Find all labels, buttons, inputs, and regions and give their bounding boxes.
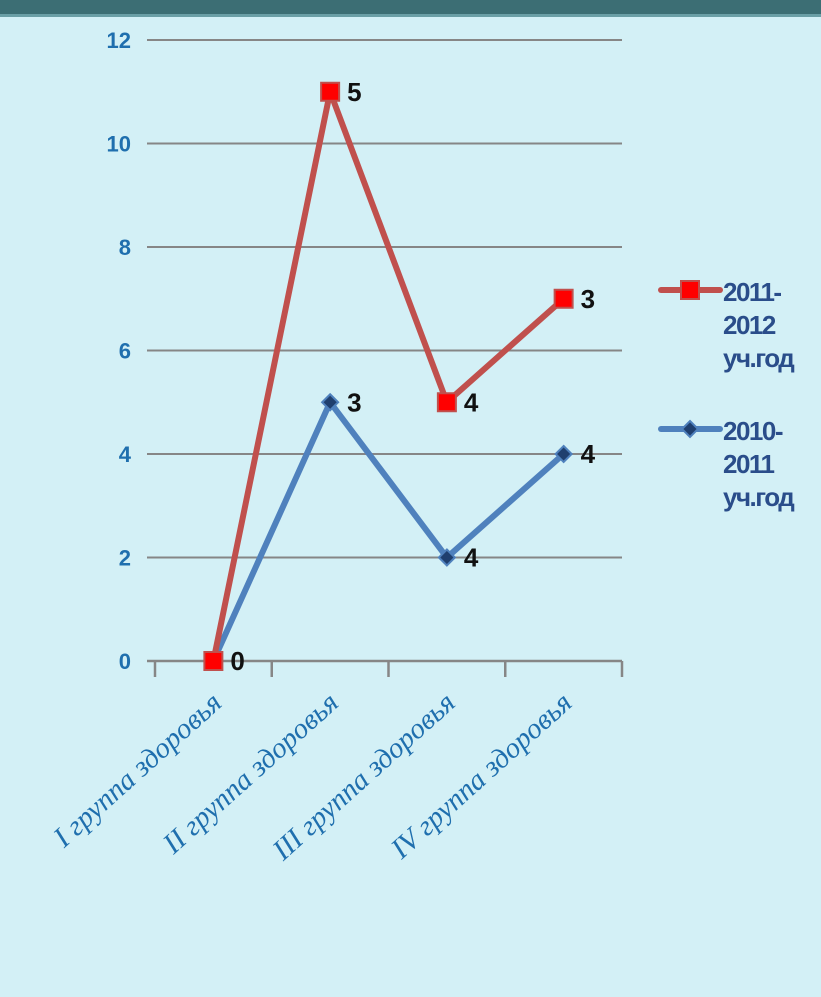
diamond-marker <box>320 392 340 412</box>
legend-diamond-marker <box>680 419 700 439</box>
y-tick-label: 12 <box>107 28 131 53</box>
legend-text: 2011- <box>723 277 781 307</box>
square-marker <box>203 651 224 671</box>
y-tick-label: 10 <box>107 132 131 157</box>
legend-text: 2011 <box>723 449 774 479</box>
data-label: 3 <box>581 284 595 314</box>
data-label: 4 <box>581 439 596 469</box>
legend-square-marker <box>680 280 700 300</box>
y-tick-label: 2 <box>119 546 131 571</box>
data-label: 4 <box>464 543 479 573</box>
data-label: 0 <box>230 646 244 676</box>
square-marker <box>553 288 574 309</box>
data-label: 5 <box>347 77 361 107</box>
y-tick-label: 0 <box>119 649 131 674</box>
y-tick-label: 8 <box>119 235 131 260</box>
diamond-marker <box>554 444 574 464</box>
slide-top-border <box>0 14 821 17</box>
legend-text: 2012 <box>723 310 776 340</box>
legend-text: уч.год <box>723 482 795 512</box>
y-tick-label: 4 <box>119 442 132 467</box>
slide-top-band <box>0 0 821 14</box>
data-label: 4 <box>464 387 479 417</box>
legend-text: уч.год <box>723 343 795 373</box>
diamond-marker <box>437 548 457 567</box>
square-marker <box>320 81 341 102</box>
series-line <box>210 399 567 664</box>
legend-text: 2010- <box>723 416 783 446</box>
data-label: 3 <box>347 387 361 417</box>
square-marker <box>436 392 457 413</box>
y-tick-label: 6 <box>119 339 131 364</box>
series-line <box>210 88 567 664</box>
